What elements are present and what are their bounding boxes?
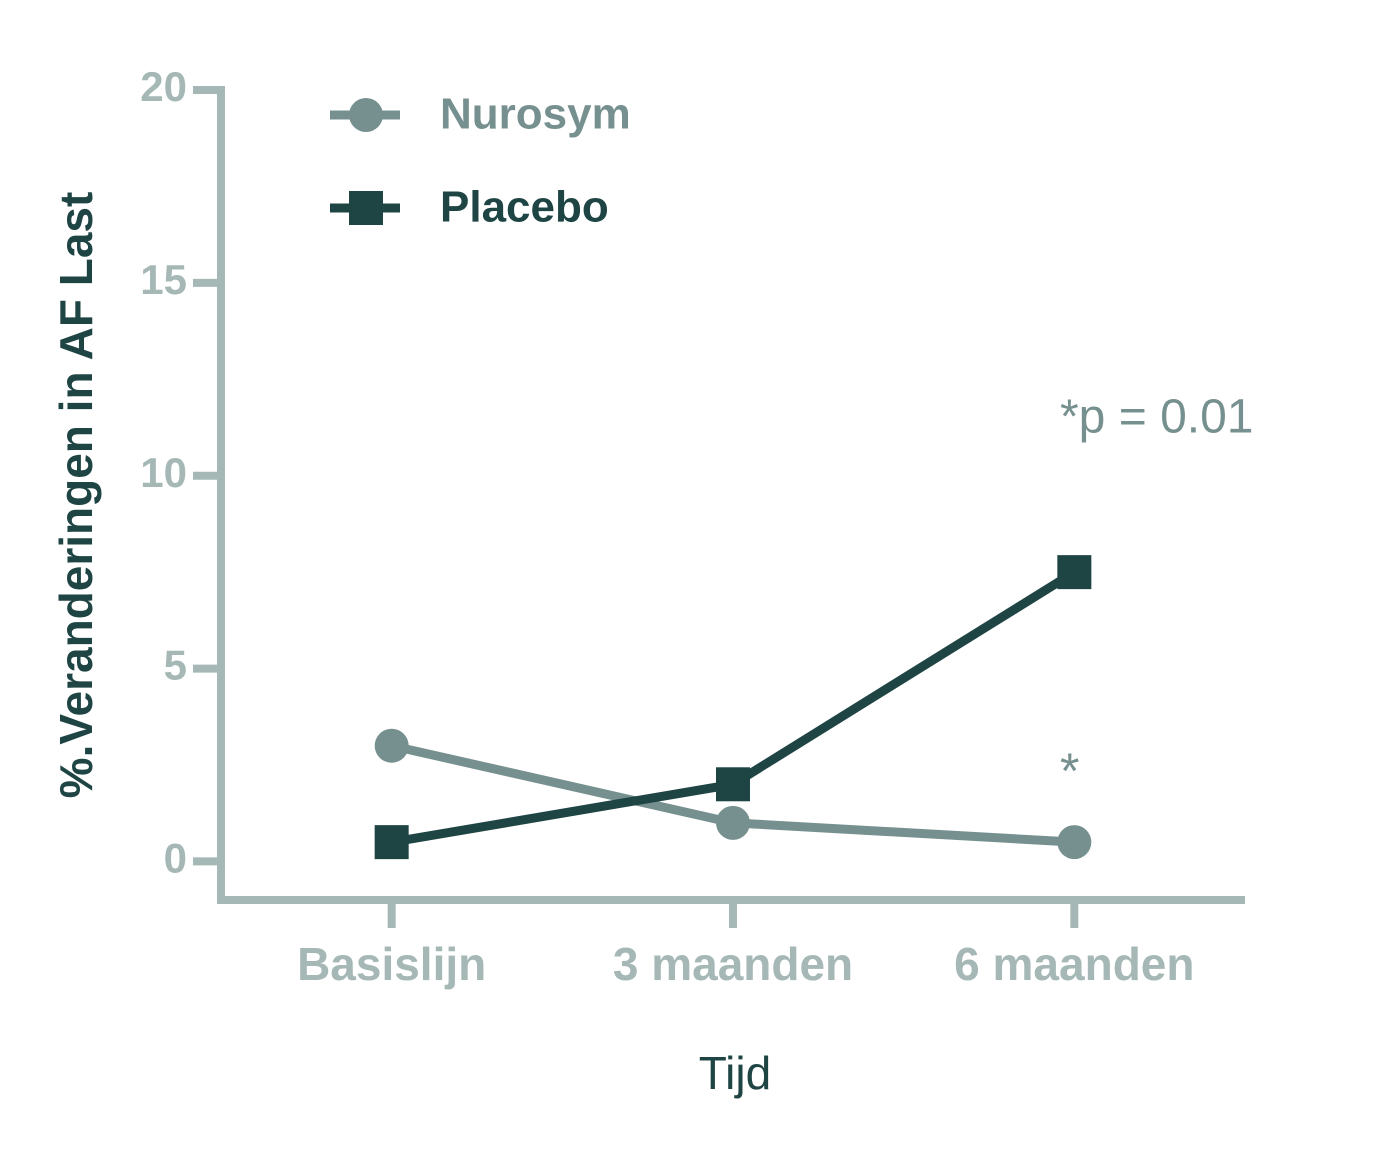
x-tick-label: 6 maanden [954, 938, 1194, 990]
marker [349, 98, 383, 132]
marker [716, 805, 750, 840]
legend-label: Placebo [440, 183, 609, 232]
marker [374, 728, 409, 763]
x-tick-label: 3 maanden [613, 938, 853, 990]
annotation: *p = 0.01 [1060, 391, 1254, 444]
marker [1057, 555, 1092, 590]
marker [716, 767, 750, 802]
y-tick-label: 5 [164, 642, 187, 689]
legend-label: Nurosym [440, 90, 631, 139]
series-line [390, 568, 1077, 847]
y-axis-label: %.Veranderingen in AF Last [50, 192, 102, 799]
x-tick-label: Basislijn [297, 938, 486, 990]
x-axis-label: Tijd [699, 1047, 771, 1099]
marker [374, 825, 409, 860]
y-tick-label: 10 [140, 449, 187, 496]
marker [349, 191, 383, 225]
marker [1057, 825, 1092, 860]
y-tick-label: 15 [140, 256, 187, 303]
y-tick-label: 0 [164, 835, 187, 882]
y-tick-label: 20 [140, 63, 187, 110]
annotation: * [1060, 743, 1079, 799]
